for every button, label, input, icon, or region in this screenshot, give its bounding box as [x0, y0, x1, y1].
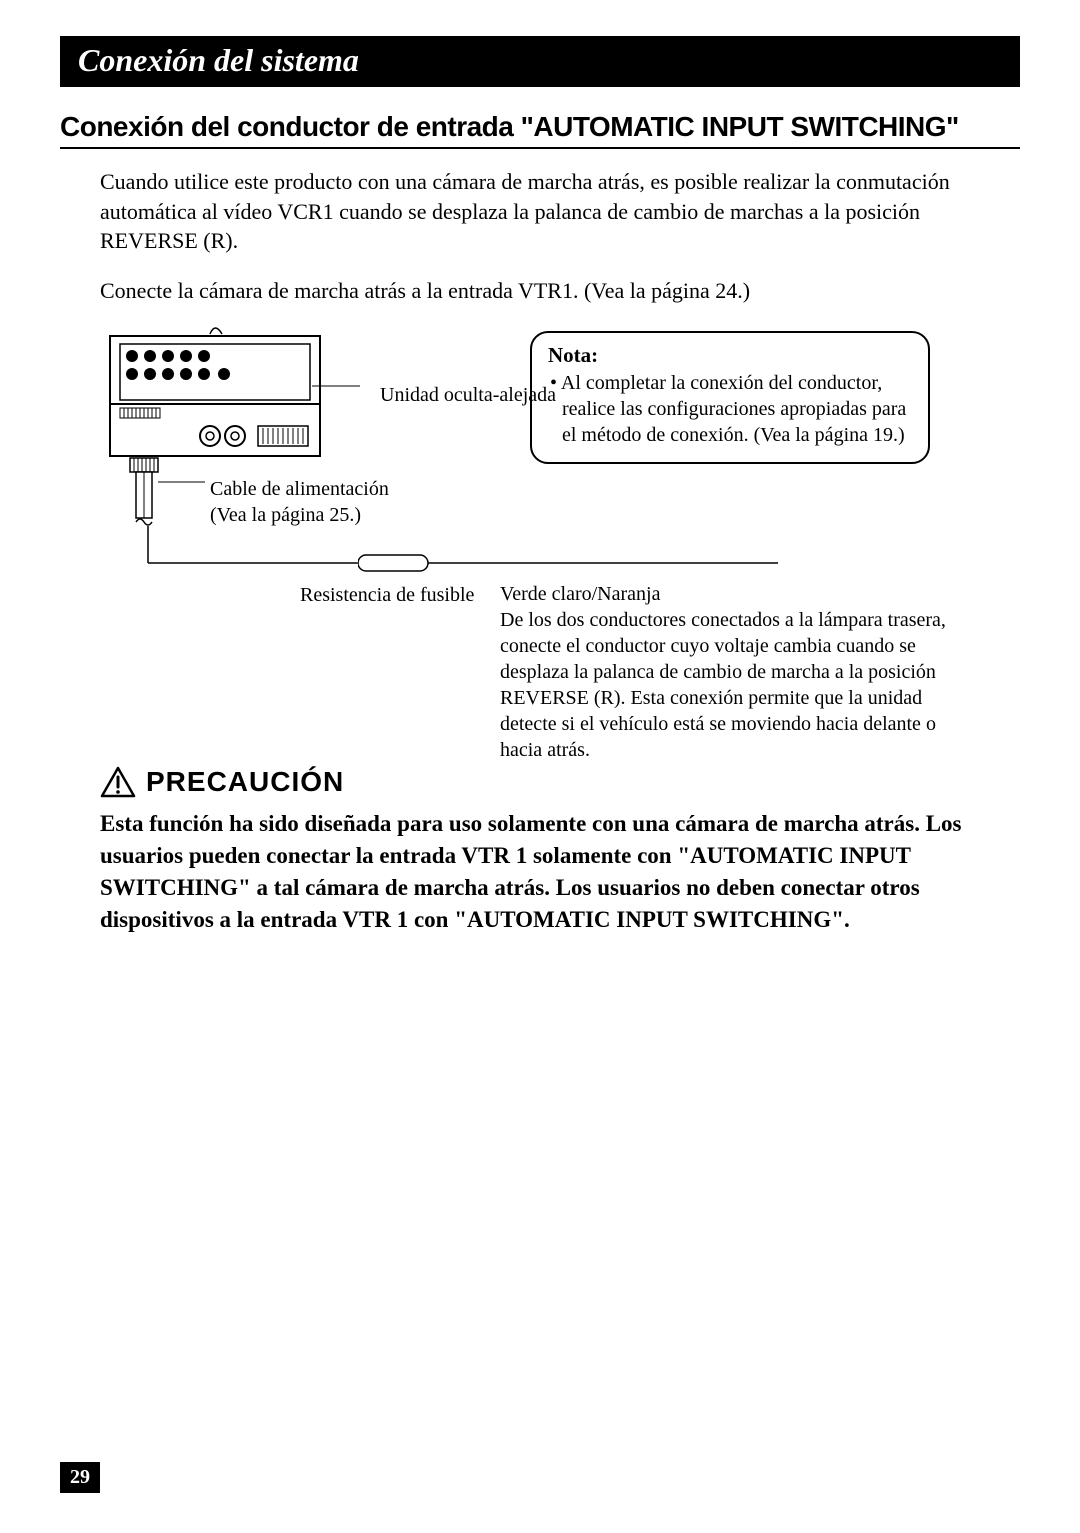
fuse-wire-icon — [358, 549, 778, 579]
caution-text: Esta función ha sido diseñada para uso s… — [100, 808, 980, 937]
section-heading: Conexión del conductor de entrada "AUTOM… — [60, 111, 1020, 149]
label-power-cable-line2: (Vea la página 25.) — [210, 504, 361, 526]
caution-header: PRECAUCIÓN — [100, 766, 980, 798]
intro-paragraph-2: Conecte la cámara de marcha atrás a la e… — [100, 276, 980, 306]
label-power-cable-line1: Cable de alimentación — [210, 478, 389, 500]
caution-section: PRECAUCIÓN Esta función ha sido diseñada… — [100, 766, 980, 937]
note-bullet: • — [550, 372, 561, 394]
wiring-diagram: Unidad oculta-alejada Cable de alimentac… — [100, 326, 1020, 746]
note-body: Al completar la conexión del conductor, … — [561, 372, 906, 446]
caution-word: PRECAUCIÓN — [146, 766, 344, 798]
label-power-cable: Cable de alimentación (Vea la página 25.… — [210, 476, 389, 528]
wire-body-text: De los dos conductores conectados a la l… — [500, 607, 980, 763]
page-number: 29 — [60, 1462, 100, 1493]
hideaway-unit-icon — [100, 326, 360, 586]
warning-triangle-icon — [100, 766, 136, 798]
label-fuse-resistor: Resistencia de fusible — [300, 584, 474, 607]
note-title: Nota: — [548, 343, 912, 368]
wire-description: Verde claro/Naranja De los dos conductor… — [500, 581, 980, 763]
intro-paragraph-1: Cuando utilice este producto con una cám… — [100, 167, 980, 256]
note-text: • Al completar la conexión del conductor… — [548, 370, 912, 448]
wire-color-label: Verde claro/Naranja — [500, 581, 980, 607]
note-box: Nota: • Al completar la conexión del con… — [530, 331, 930, 464]
page-title-bar: Conexión del sistema — [60, 36, 1020, 87]
